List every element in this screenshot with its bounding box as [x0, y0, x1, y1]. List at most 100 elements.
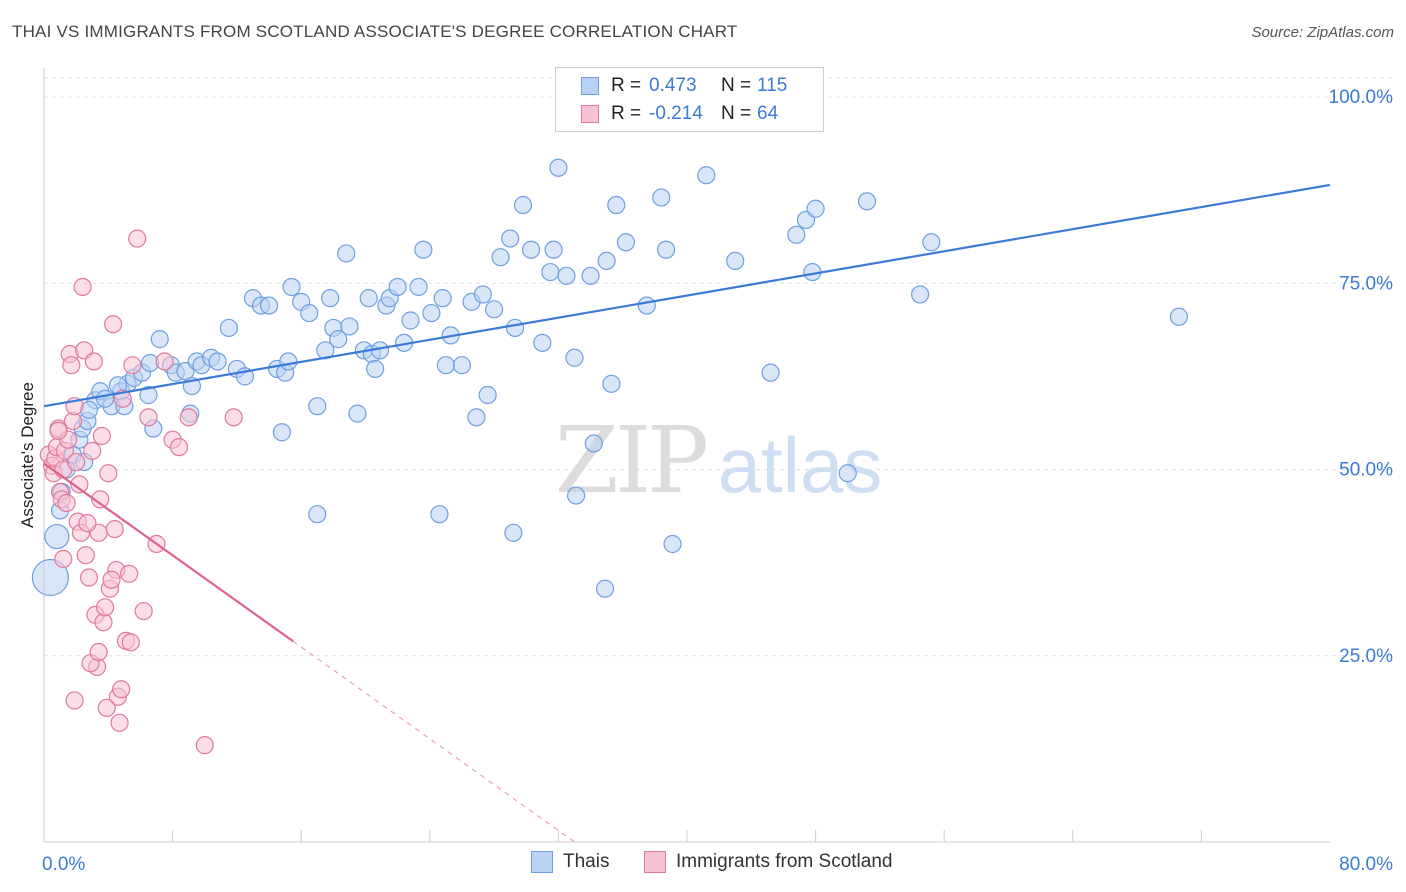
data-point — [272, 423, 292, 442]
data-point — [430, 505, 449, 524]
trend-line — [43, 462, 294, 643]
x-tick-label: 80.0% — [1339, 854, 1393, 875]
data-point — [139, 408, 158, 427]
data-point — [857, 192, 877, 211]
legend-n-label: N = — [721, 75, 752, 96]
data-point — [922, 233, 941, 252]
legend-swatch-scotland — [644, 851, 666, 873]
data-point — [340, 317, 359, 336]
legend-r-label: R = — [611, 75, 642, 96]
data-point — [806, 199, 825, 218]
data-point — [300, 303, 319, 323]
data-point — [422, 303, 441, 323]
data-point — [321, 289, 340, 308]
data-point — [581, 266, 600, 285]
data-point — [121, 633, 140, 652]
data-point — [409, 277, 428, 297]
y-tick-label: 50.0% — [1339, 460, 1393, 481]
data-point — [78, 514, 97, 533]
data-point — [595, 579, 615, 598]
trend-lines — [43, 183, 1331, 843]
legend-item-scotland[interactable]: Immigrants from Scotland — [644, 851, 892, 873]
data-point — [49, 421, 68, 440]
data-point — [308, 505, 327, 524]
data-point — [657, 240, 676, 259]
y-tick-label: 25.0% — [1339, 646, 1393, 667]
data-point — [616, 233, 636, 252]
data-point — [62, 356, 81, 375]
y-tick-label: 100.0% — [1329, 87, 1394, 108]
data-point — [597, 251, 616, 270]
data-point — [123, 356, 142, 375]
data-point — [65, 691, 84, 710]
data-point — [79, 568, 99, 587]
legend-label-thais: Thais — [563, 851, 610, 872]
data-point — [110, 713, 129, 732]
data-point — [348, 404, 367, 423]
data-point — [179, 408, 198, 427]
data-point — [521, 240, 541, 259]
data-point — [76, 546, 95, 565]
data-point — [105, 519, 124, 539]
data-point — [128, 229, 147, 248]
stats-legend: R = 0.473 N = 115 R = -0.214 N = 64 — [555, 67, 824, 132]
data-point — [566, 486, 586, 505]
chart-title: THAI VS IMMIGRANTS FROM SCOTLAND ASSOCIA… — [12, 22, 738, 41]
data-point — [308, 397, 327, 416]
data-point — [337, 244, 356, 263]
legend-row-scotland: R = -0.214 N = 64 — [581, 103, 829, 125]
data-point — [697, 166, 716, 185]
data-point — [541, 262, 560, 282]
data-point — [436, 356, 455, 375]
data-point — [92, 426, 111, 446]
data-point — [910, 285, 930, 304]
data-point — [388, 277, 407, 297]
data-point — [84, 352, 103, 371]
data-point — [57, 493, 76, 513]
data-point — [838, 464, 857, 483]
data-point — [637, 296, 656, 315]
data-point — [89, 642, 108, 662]
data-point — [54, 549, 73, 569]
data-point — [112, 680, 131, 699]
legend-label-scotland: Immigrants from Scotland — [676, 851, 893, 872]
data-point — [761, 363, 780, 382]
data-point — [452, 356, 472, 375]
x-tick-labels: 0.0% 80.0% — [42, 854, 1393, 875]
data-point — [169, 438, 189, 457]
legend-r-label: R = — [611, 103, 642, 124]
data-point — [584, 434, 603, 453]
data-point — [279, 352, 298, 371]
data-point — [549, 158, 568, 177]
legend-swatch-scotland — [581, 105, 599, 123]
data-point — [120, 564, 139, 583]
data-point — [726, 251, 745, 270]
data-point — [485, 300, 504, 319]
data-point — [652, 188, 671, 207]
y-tick-labels: 25.0% 50.0% 75.0% 100.0% — [1329, 87, 1394, 667]
data-point — [134, 601, 153, 621]
data-point — [195, 736, 214, 755]
data-point — [533, 333, 552, 352]
data-point — [602, 374, 621, 393]
data-point — [99, 464, 118, 483]
data-point — [97, 698, 116, 718]
data-point — [401, 311, 420, 330]
data-point — [139, 385, 158, 405]
legend-swatch-thais — [531, 851, 553, 873]
data-point — [1169, 307, 1188, 326]
data-point — [663, 534, 682, 554]
data-point — [95, 389, 115, 408]
legend-r-value: 0.473 — [649, 75, 697, 96]
legend-item-thais[interactable]: Thais — [531, 851, 609, 873]
data-point — [504, 523, 523, 542]
trend-line-extension — [292, 640, 575, 843]
data-point — [259, 296, 279, 315]
data-point — [433, 289, 452, 308]
series-legend: Thais Immigrants from Scotland — [0, 851, 1406, 877]
data-point — [83, 441, 102, 460]
data-point — [113, 389, 132, 408]
y-axis-label: Associate's Degree — [18, 382, 37, 528]
series-thais-points — [31, 158, 1188, 598]
